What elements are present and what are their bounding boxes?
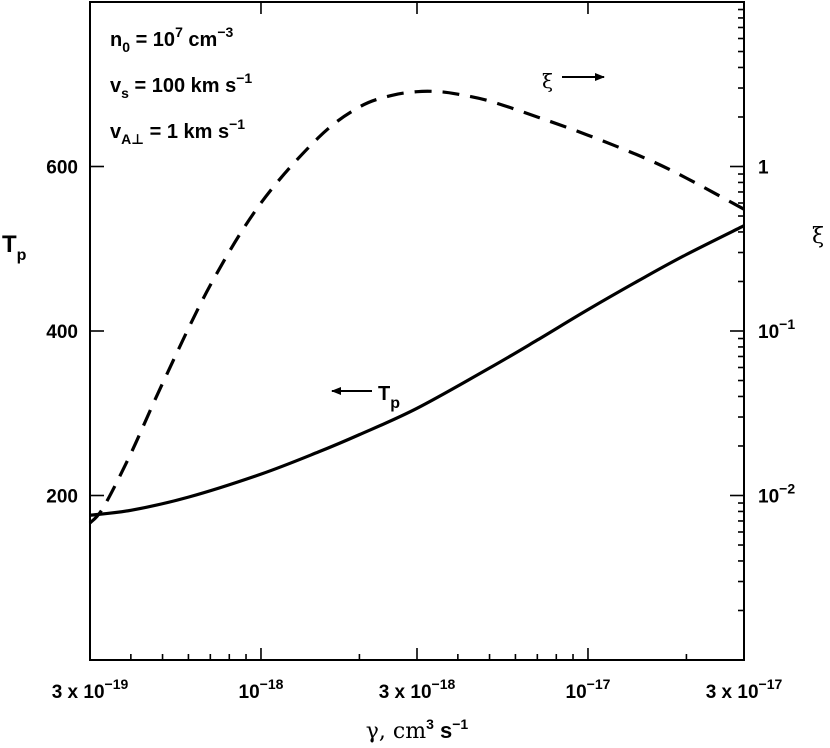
series-tp-line bbox=[89, 224, 745, 517]
left-y-axis-label-base: T bbox=[2, 231, 17, 258]
x-axis-ticks: 3 x 10−19 10−18 3 x 10−18 10−17 3 x 10−17 bbox=[52, 2, 783, 703]
left-y-axis-label: Tp bbox=[2, 231, 27, 264]
xi-series-label: ξ bbox=[542, 69, 553, 93]
left-y-tick-label: 200 bbox=[46, 487, 78, 508]
tp-series-label: Tp bbox=[378, 383, 400, 412]
left-y-axis-label-sub: p bbox=[17, 247, 27, 264]
x-tick-label: 3 x 10−19 bbox=[52, 676, 129, 703]
x-tick-label: 10−18 bbox=[239, 676, 284, 703]
left-y-tick-label: 400 bbox=[46, 322, 78, 343]
series-group bbox=[88, 89, 745, 525]
left-y-axis-ticks: 200 400 600 bbox=[46, 158, 104, 508]
x-tick-label: 3 x 10−18 bbox=[379, 676, 456, 703]
left-y-tick-label: 600 bbox=[46, 158, 78, 179]
x-axis-label: γ, cm3 s−1 bbox=[366, 716, 469, 744]
x-axis-label-prefix: γ, cm bbox=[366, 719, 426, 744]
param-density: n0 = 107 cm−3 bbox=[110, 24, 234, 55]
param-shock-speed: vs = 100 km s−1 bbox=[110, 70, 252, 101]
plot-frame bbox=[89, 1, 745, 661]
right-y-axis-label: ξ bbox=[812, 224, 824, 249]
right-y-tick-label: 10−2 bbox=[758, 481, 795, 508]
x-tick-label: 3 x 10−17 bbox=[706, 676, 783, 703]
x-axis-label-sup1: 3 bbox=[426, 716, 434, 732]
param-alfven-speed: vA⊥ = 1 km s−1 bbox=[110, 116, 245, 147]
x-tick-label: 10−17 bbox=[566, 676, 611, 703]
right-y-tick-label: 10−1 bbox=[758, 316, 795, 343]
right-y-tick-label: 1 bbox=[758, 158, 769, 179]
right-y-axis-ticks: 10−2 10−1 1 bbox=[730, 8, 795, 612]
x-axis-label-sup2: −1 bbox=[452, 716, 468, 732]
x-axis-label-mid: s bbox=[434, 718, 452, 743]
series-xi-line bbox=[88, 89, 745, 525]
